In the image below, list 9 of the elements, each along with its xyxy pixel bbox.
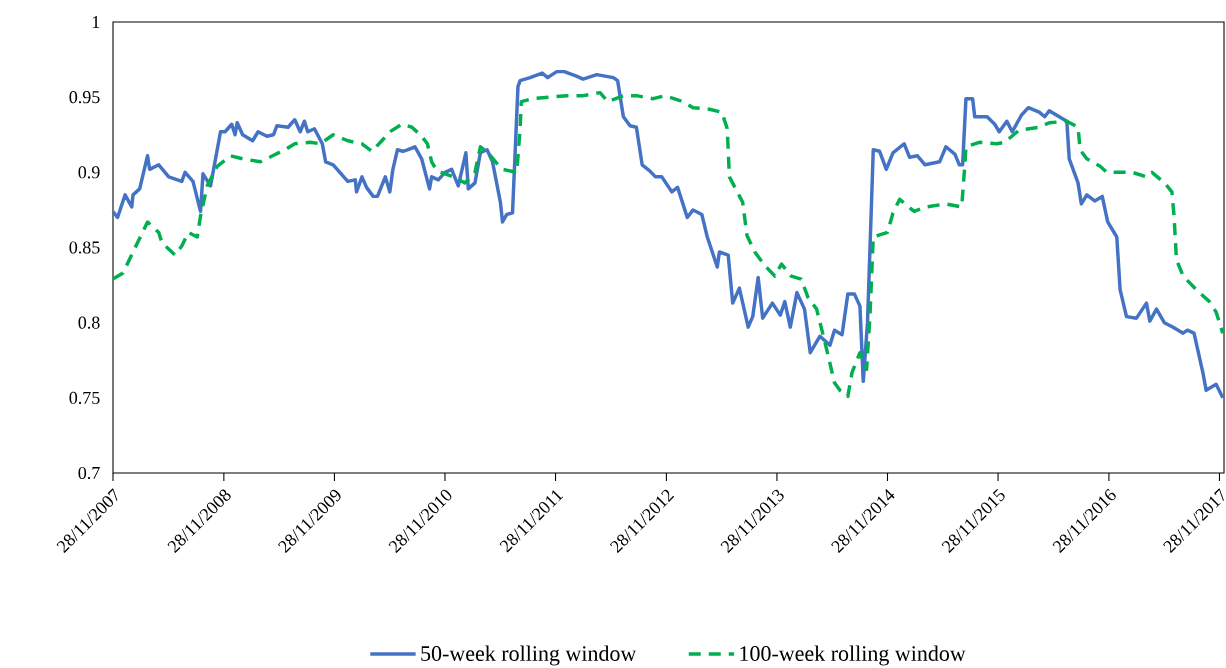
legend-label: 100-week rolling window: [740, 645, 966, 666]
y-tick-label: 0.7: [78, 466, 100, 480]
y-tick-label: 1: [92, 16, 100, 28]
y-tick-label: 0.8: [78, 316, 100, 329]
y-tick-label: 0.85: [69, 241, 100, 254]
y-tick-label: 0.9: [78, 166, 100, 179]
y-tick-label: 0.95: [69, 91, 100, 104]
legend-label: 50-week rolling window: [421, 645, 637, 666]
y-tick-label: 0.75: [69, 391, 100, 404]
